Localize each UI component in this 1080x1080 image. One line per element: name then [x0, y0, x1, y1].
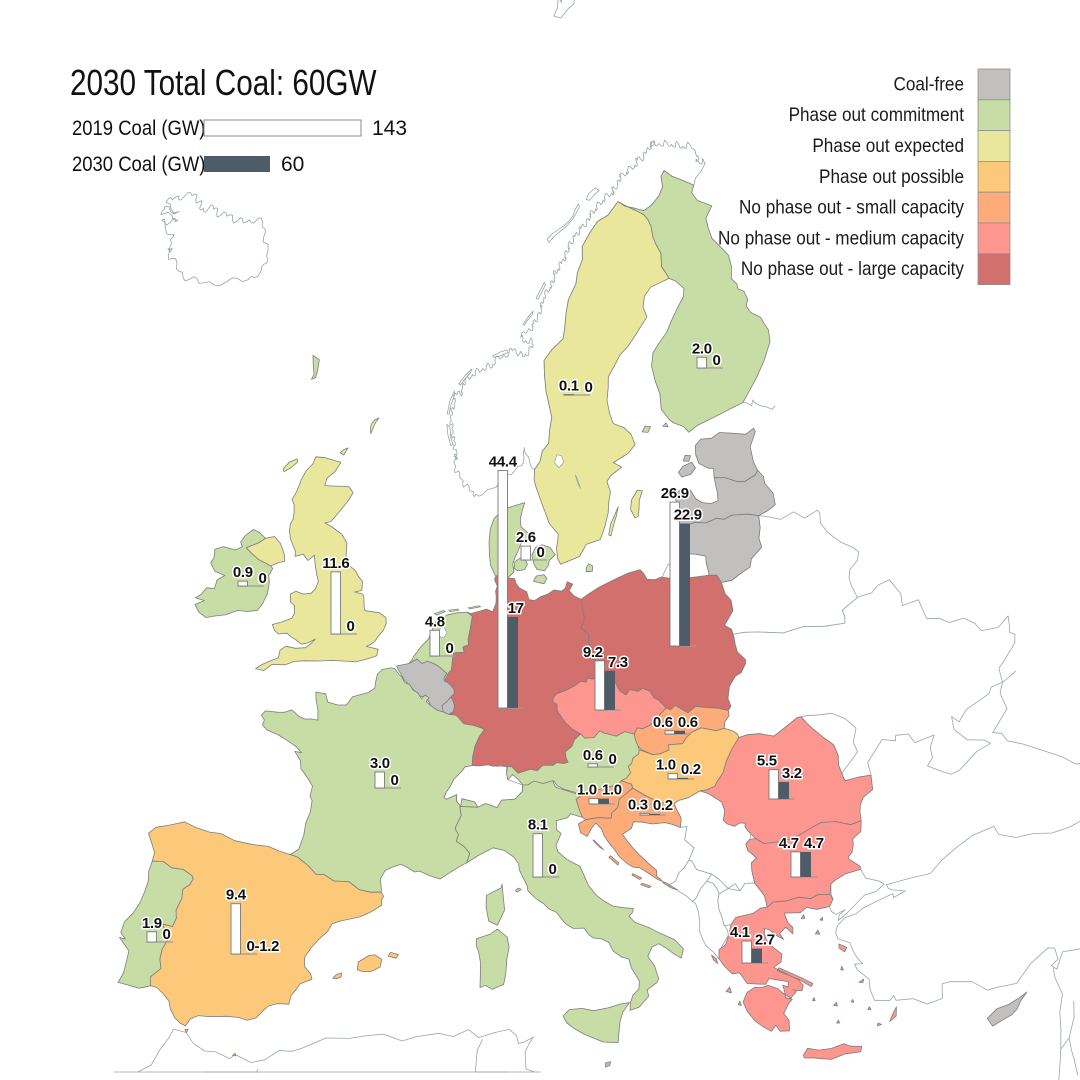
svg-text:2030 Total Coal: 60GW: 2030 Total Coal: 60GW: [70, 62, 377, 102]
svg-text:0.3: 0.3: [628, 796, 648, 813]
svg-text:4.1: 4.1: [730, 924, 750, 941]
svg-text:1.0: 1.0: [602, 782, 622, 799]
svg-text:Phase out expected: Phase out expected: [812, 134, 964, 156]
svg-text:No phase out - large capacity: No phase out - large capacity: [741, 257, 965, 279]
svg-text:7.3: 7.3: [608, 654, 628, 671]
svg-text:44.4: 44.4: [489, 454, 518, 471]
svg-text:9.4: 9.4: [226, 887, 247, 904]
svg-text:5.5: 5.5: [757, 753, 777, 770]
svg-text:2.6: 2.6: [516, 529, 536, 546]
svg-text:11.6: 11.6: [322, 555, 349, 572]
svg-text:0.2: 0.2: [653, 797, 673, 814]
svg-text:1.0: 1.0: [656, 757, 676, 774]
svg-text:0: 0: [391, 772, 399, 789]
svg-text:0: 0: [585, 379, 593, 396]
svg-text:60: 60: [281, 153, 304, 176]
svg-text:1.9: 1.9: [142, 915, 162, 932]
svg-text:4.8: 4.8: [425, 613, 445, 630]
svg-text:0: 0: [347, 618, 355, 635]
svg-text:4.7: 4.7: [779, 835, 799, 852]
svg-text:0.6: 0.6: [653, 714, 673, 731]
svg-text:1.0: 1.0: [577, 782, 597, 799]
svg-text:0: 0: [549, 861, 557, 878]
svg-text:0.6: 0.6: [678, 714, 698, 731]
svg-text:2.0: 2.0: [692, 340, 712, 357]
svg-text:9.2: 9.2: [583, 644, 603, 661]
svg-text:0.9: 0.9: [233, 564, 253, 581]
svg-text:3.0: 3.0: [370, 755, 390, 772]
svg-text:2.7: 2.7: [755, 932, 775, 949]
svg-text:Coal-free: Coal-free: [893, 72, 964, 94]
svg-text:No phase out - small capacity: No phase out - small capacity: [739, 196, 965, 218]
svg-text:4.7: 4.7: [804, 835, 824, 852]
svg-text:0: 0: [163, 926, 171, 943]
svg-text:3.2: 3.2: [782, 765, 802, 782]
svg-text:No phase out - medium capacity: No phase out - medium capacity: [718, 226, 965, 248]
svg-text:22.9: 22.9: [674, 507, 702, 524]
svg-text:0: 0: [537, 544, 545, 561]
svg-text:0: 0: [609, 751, 617, 768]
svg-text:0: 0: [259, 570, 267, 587]
svg-text:143: 143: [372, 117, 407, 140]
svg-text:Phase out possible: Phase out possible: [819, 165, 964, 187]
svg-text:0.1: 0.1: [559, 378, 579, 395]
svg-text:2019 Coal (GW): 2019 Coal (GW): [72, 117, 205, 140]
svg-text:17: 17: [508, 600, 524, 617]
svg-text:2030 Coal (GW): 2030 Coal (GW): [72, 153, 205, 176]
svg-text:0: 0: [713, 352, 721, 369]
svg-text:Phase out commitment: Phase out commitment: [789, 103, 964, 125]
svg-text:0.2: 0.2: [681, 761, 701, 778]
svg-text:0-1.2: 0-1.2: [247, 938, 280, 955]
svg-text:0.6: 0.6: [583, 747, 603, 764]
svg-text:26.9: 26.9: [661, 485, 689, 502]
svg-text:0: 0: [446, 640, 454, 657]
svg-text:8.1: 8.1: [528, 817, 548, 834]
